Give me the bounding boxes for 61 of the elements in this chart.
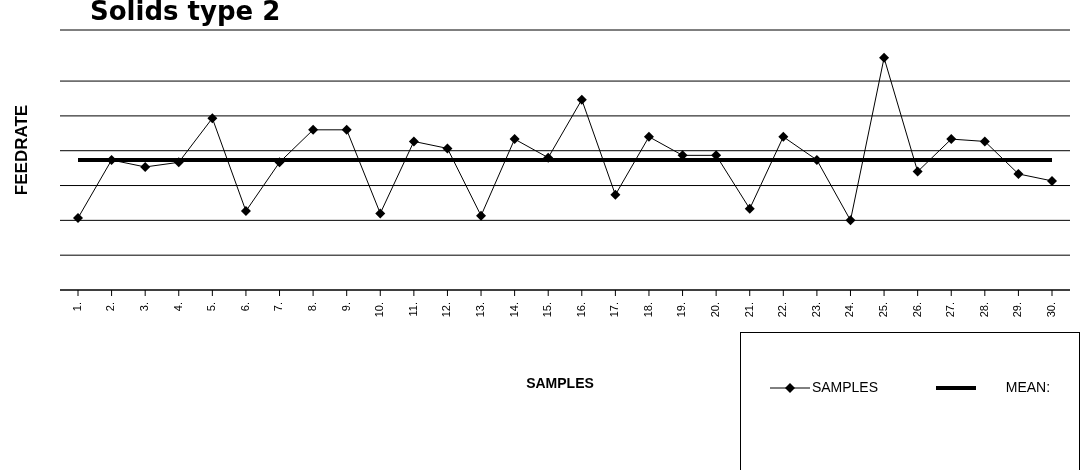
x-tick-label: 18. [641,302,654,318]
x-tick-label: 26. [910,302,923,318]
x-tick-label: 2. [104,302,117,312]
point [509,134,520,145]
point [610,189,621,200]
point [140,161,151,172]
point [845,215,856,226]
point [308,124,319,135]
point [744,203,755,214]
x-tick-label: 15. [541,302,554,318]
point [643,131,654,142]
x-tick-label: 16. [574,302,587,318]
x-tick-label: 9. [339,302,352,312]
point [1047,175,1057,186]
legend-label: SAMPLES [811,379,879,395]
x-tick-label: 23. [809,302,822,318]
x-tick-label: 29. [1011,302,1024,318]
x-tick-label: 19. [675,302,688,318]
point [946,134,957,145]
x-tick-label: 11. [406,302,419,317]
legend-label: MEAN: [1005,379,1051,395]
point [442,143,453,154]
x-tick-label: 5. [205,302,218,312]
x-tick-label: 12. [440,302,453,318]
x-tick-label: 4. [171,302,184,312]
x-tick-label: 30. [1044,302,1057,318]
x-tick-label: 20. [709,302,722,318]
x-tick-label: 14. [507,302,520,318]
point [274,157,285,168]
x-tick-label: 24. [843,302,856,318]
x-tick-label: 10. [373,302,386,318]
x-tick-label: 22. [776,302,789,318]
point [543,152,554,163]
point [173,157,184,168]
point [1013,168,1024,179]
x-tick-label: 6. [238,302,251,312]
point [73,213,83,224]
x-tick-label: 3. [138,302,151,312]
x-tick-label: 25. [876,302,889,318]
point [408,136,419,147]
point [912,166,923,177]
point [207,113,218,124]
point [778,131,789,142]
x-tick-label: 21. [742,302,755,318]
point [576,94,587,105]
x-tick-label: 27. [944,302,957,318]
x-tick-label: 13. [473,302,486,318]
chart-title: Solids type 2 [90,0,281,26]
x-axis-title: SAMPLES [526,375,594,391]
point [476,210,487,221]
point [979,136,990,147]
x-tick-label: 17. [608,302,621,318]
point [341,124,352,135]
point [375,208,386,219]
x-tick-label: 1. [70,302,83,312]
x-tick-label: 28. [977,302,990,318]
x-tick-label: 8. [306,302,319,312]
point [879,52,890,63]
point [240,206,251,217]
y-axis-title: FEEDRATE [12,104,32,196]
x-tick-label: 7. [272,302,285,312]
